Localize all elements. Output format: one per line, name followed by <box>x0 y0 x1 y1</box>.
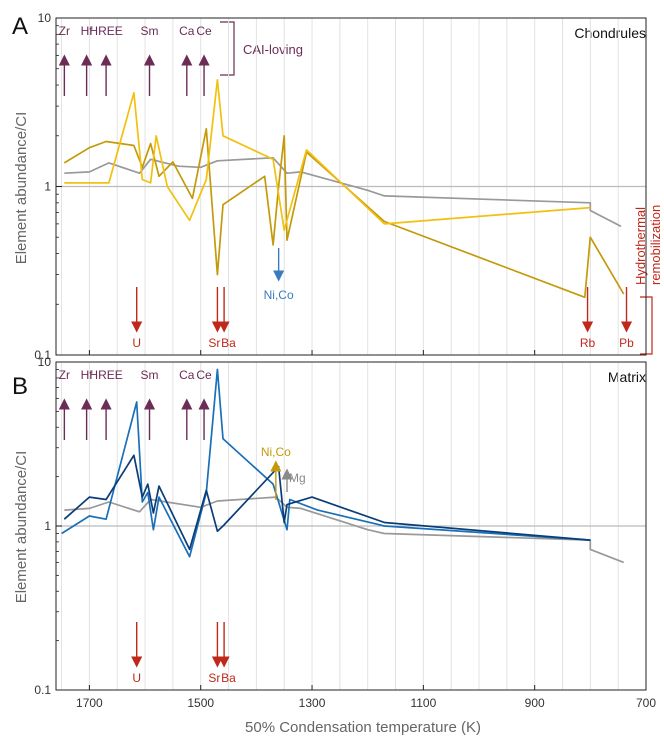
panel-a-element-label-sr: Sr <box>208 336 220 350</box>
panel-b-nico-label: Ni,Co <box>261 445 291 459</box>
panel-a-series-line-1 <box>63 127 625 299</box>
panel-a-element-label-u: U <box>132 336 141 350</box>
x-tick-label: 700 <box>636 696 656 710</box>
panel-a-element-label-ca: Ca <box>179 24 195 38</box>
panel-b-element-label-sm: Sm <box>141 368 159 382</box>
panel-b-element-label-hf: Hf <box>81 368 94 382</box>
panel-b-element-label-zr: Zr <box>59 368 70 382</box>
panel-b-letter: B <box>12 373 28 400</box>
x-tick-label: 1700 <box>76 696 103 710</box>
panel-b-series-line-2 <box>63 454 591 551</box>
panel-a-element-label-hf: Hf <box>81 24 94 38</box>
panel-b-ylabel: Element abundance/CI <box>13 451 30 604</box>
panel-b-series-line-0 <box>64 496 625 564</box>
panel-b-element-label-ce: Ce <box>196 368 212 382</box>
panel-b-title: Matrix <box>608 369 646 385</box>
cai-bracket <box>220 21 235 76</box>
panel-a-element-label-ba: Ba <box>221 336 236 350</box>
cai-loving-label: CAI-loving <box>243 42 303 57</box>
panel-a-title: Chondrules <box>574 25 646 41</box>
panel-a-element-label-hree: HREE <box>89 24 122 38</box>
panel-a-ylabel: Element abundance/CI <box>13 112 30 265</box>
panel-a-element-label-rb: Rb <box>580 336 596 350</box>
panel-a-element-label-zr: Zr <box>59 24 70 38</box>
panel-b-element-label-sr: Sr <box>208 671 220 685</box>
panel-a-nico-label: Ni,Co <box>264 288 294 302</box>
hydro-label-1: Hydrothermal <box>633 207 648 285</box>
panel-b-element-label-ba: Ba <box>221 671 236 685</box>
panel-a-y-tick-label: 10 <box>38 11 52 25</box>
x-tick-label: 1300 <box>299 696 326 710</box>
x-tick-label: 900 <box>525 696 545 710</box>
x-axis-label: 50% Condensation temperature (K) <box>245 719 481 736</box>
panel-b-y-tick-label: 10 <box>38 355 52 369</box>
x-tick-label: 1100 <box>410 696 436 710</box>
panel-a-series-line-0 <box>64 156 622 228</box>
panel-a-element-label-pb: Pb <box>619 336 634 350</box>
panel-b-element-label-hree: HREE <box>89 368 122 382</box>
panel-b-mg-label: Mg <box>289 471 306 485</box>
panel-a-element-label-ce: Ce <box>196 24 212 38</box>
panel-a-y-tick-label: 0.1 <box>34 348 51 362</box>
panel-b-y-tick-label: 0.1 <box>34 683 51 697</box>
hydro-label-2: remobilization <box>648 205 663 285</box>
panel-b-element-label-ca: Ca <box>179 368 195 382</box>
panel-b-y-tick-label: 1 <box>44 519 51 533</box>
panel-a-letter: A <box>12 13 28 40</box>
panel-a-series-line-2 <box>64 78 591 232</box>
x-tick-label: 1500 <box>187 696 214 710</box>
panel-b-series-line-1 <box>61 368 591 558</box>
panel-b-element-label-u: U <box>132 671 141 685</box>
panel-a-y-tick-label: 1 <box>44 180 51 194</box>
panel-a-element-label-sm: Sm <box>141 24 159 38</box>
